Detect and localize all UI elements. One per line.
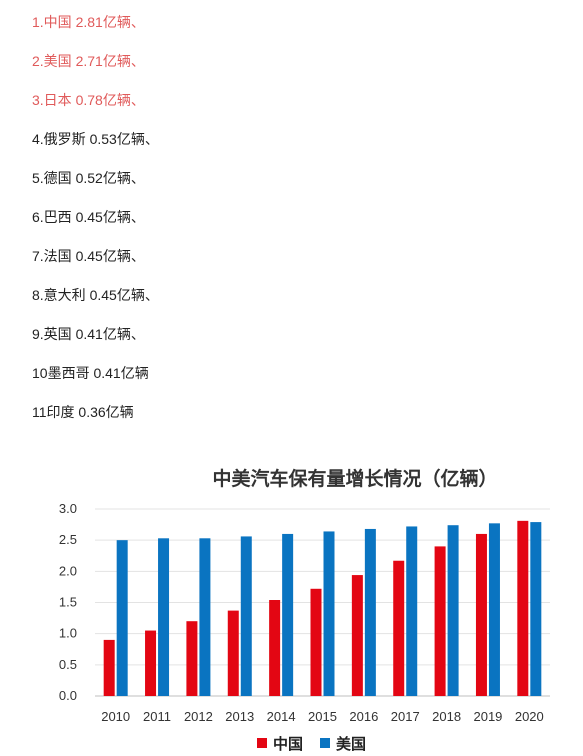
chart-legend: 中国 美国 bbox=[257, 735, 366, 753]
usa-bar bbox=[282, 533, 294, 696]
ranking-item: 2.美国 2.71亿辆、 bbox=[32, 53, 145, 69]
x-tick-label: 2014 bbox=[267, 709, 296, 724]
ranking-item: 1.中国 2.81亿辆、 bbox=[32, 14, 145, 30]
y-tick-label: 0.0 bbox=[59, 688, 77, 703]
china-bar bbox=[103, 639, 115, 696]
usa-bar bbox=[447, 525, 459, 696]
y-axis-ticks: 0.0 0.5 1.0 1.5 2.0 2.5 3.0 bbox=[59, 501, 77, 703]
usa-bar bbox=[488, 523, 500, 696]
usa-bar bbox=[323, 531, 335, 696]
x-axis-ticks: 2010 2011 2012 2013 2014 2015 2016 2017 2018 2019… bbox=[101, 709, 544, 724]
chart-grid bbox=[95, 508, 550, 697]
x-tick-label: 2012 bbox=[184, 709, 213, 724]
x-tick-label: 2011 bbox=[143, 709, 171, 724]
china-bar bbox=[475, 533, 487, 696]
x-tick-label: 2020 bbox=[515, 709, 544, 724]
china-bar bbox=[186, 621, 198, 696]
x-tick-label: 2016 bbox=[349, 709, 378, 724]
legend-swatch bbox=[257, 738, 267, 748]
y-tick-label: 1.0 bbox=[59, 626, 77, 641]
legend-label: 中国 bbox=[273, 735, 303, 753]
legend-label: 美国 bbox=[336, 735, 366, 753]
usa-bar bbox=[116, 540, 128, 696]
x-tick-label: 2018 bbox=[432, 709, 461, 724]
x-tick-label: 2019 bbox=[473, 709, 502, 724]
usa-bar bbox=[406, 526, 418, 696]
legend-swatch bbox=[320, 738, 330, 748]
ranking-item: 6.巴西 0.45亿辆、 bbox=[32, 209, 145, 225]
chart-container: 中美汽车保有量增长情况（亿辆） 0.0 0.5 1.0 1.5 2.0 2.5 3.0 20… bbox=[0, 450, 583, 756]
ranking-item: 5.德国 0.52亿辆、 bbox=[32, 170, 145, 186]
chart-title: 中美汽车保有量增长情况（亿辆） bbox=[212, 467, 497, 490]
watermark-text: 车界懂大咖 bbox=[513, 736, 578, 752]
ranking-item: 3.日本 0.78亿辆、 bbox=[32, 92, 145, 108]
china-bar bbox=[145, 630, 157, 696]
x-tick-label: 2017 bbox=[391, 709, 420, 724]
y-tick-label: 1.5 bbox=[59, 595, 77, 610]
y-tick-label: 3.0 bbox=[59, 501, 77, 516]
ranking-item: 9.英国 0.41亿辆、 bbox=[32, 326, 145, 342]
ranking-item: 8.意大利 0.45亿辆、 bbox=[32, 287, 159, 303]
ownership-bar-chart: 中美汽车保有量增长情况（亿辆） 0.0 0.5 1.0 1.5 2.0 2.5 3.0 20… bbox=[59, 467, 578, 753]
ranking-item: 7.法国 0.45亿辆、 bbox=[32, 248, 145, 264]
y-tick-label: 2.0 bbox=[59, 563, 77, 578]
china-bar bbox=[393, 560, 405, 696]
usa-bar bbox=[199, 538, 211, 696]
y-tick-label: 0.5 bbox=[59, 657, 77, 672]
china-bar bbox=[310, 588, 322, 696]
usa-bar bbox=[364, 528, 376, 696]
chart-bars bbox=[103, 520, 542, 696]
china-bar bbox=[269, 600, 281, 696]
china-bar bbox=[434, 546, 446, 696]
usa-bar bbox=[158, 538, 170, 696]
china-bar bbox=[351, 575, 363, 696]
ranking-item: 11印度 0.36亿辆 bbox=[32, 404, 134, 420]
x-tick-label: 2013 bbox=[225, 709, 254, 724]
x-tick-label: 2010 bbox=[101, 709, 130, 724]
x-tick-label: 2015 bbox=[308, 709, 337, 724]
china-bar bbox=[517, 520, 529, 696]
ranking-item: 10墨西哥 0.41亿辆 bbox=[32, 365, 149, 381]
usa-bar bbox=[530, 522, 542, 696]
ranking-item: 4.俄罗斯 0.53亿辆、 bbox=[32, 131, 159, 147]
usa-bar bbox=[240, 536, 252, 696]
china-bar bbox=[227, 610, 239, 696]
y-tick-label: 2.5 bbox=[59, 532, 77, 547]
